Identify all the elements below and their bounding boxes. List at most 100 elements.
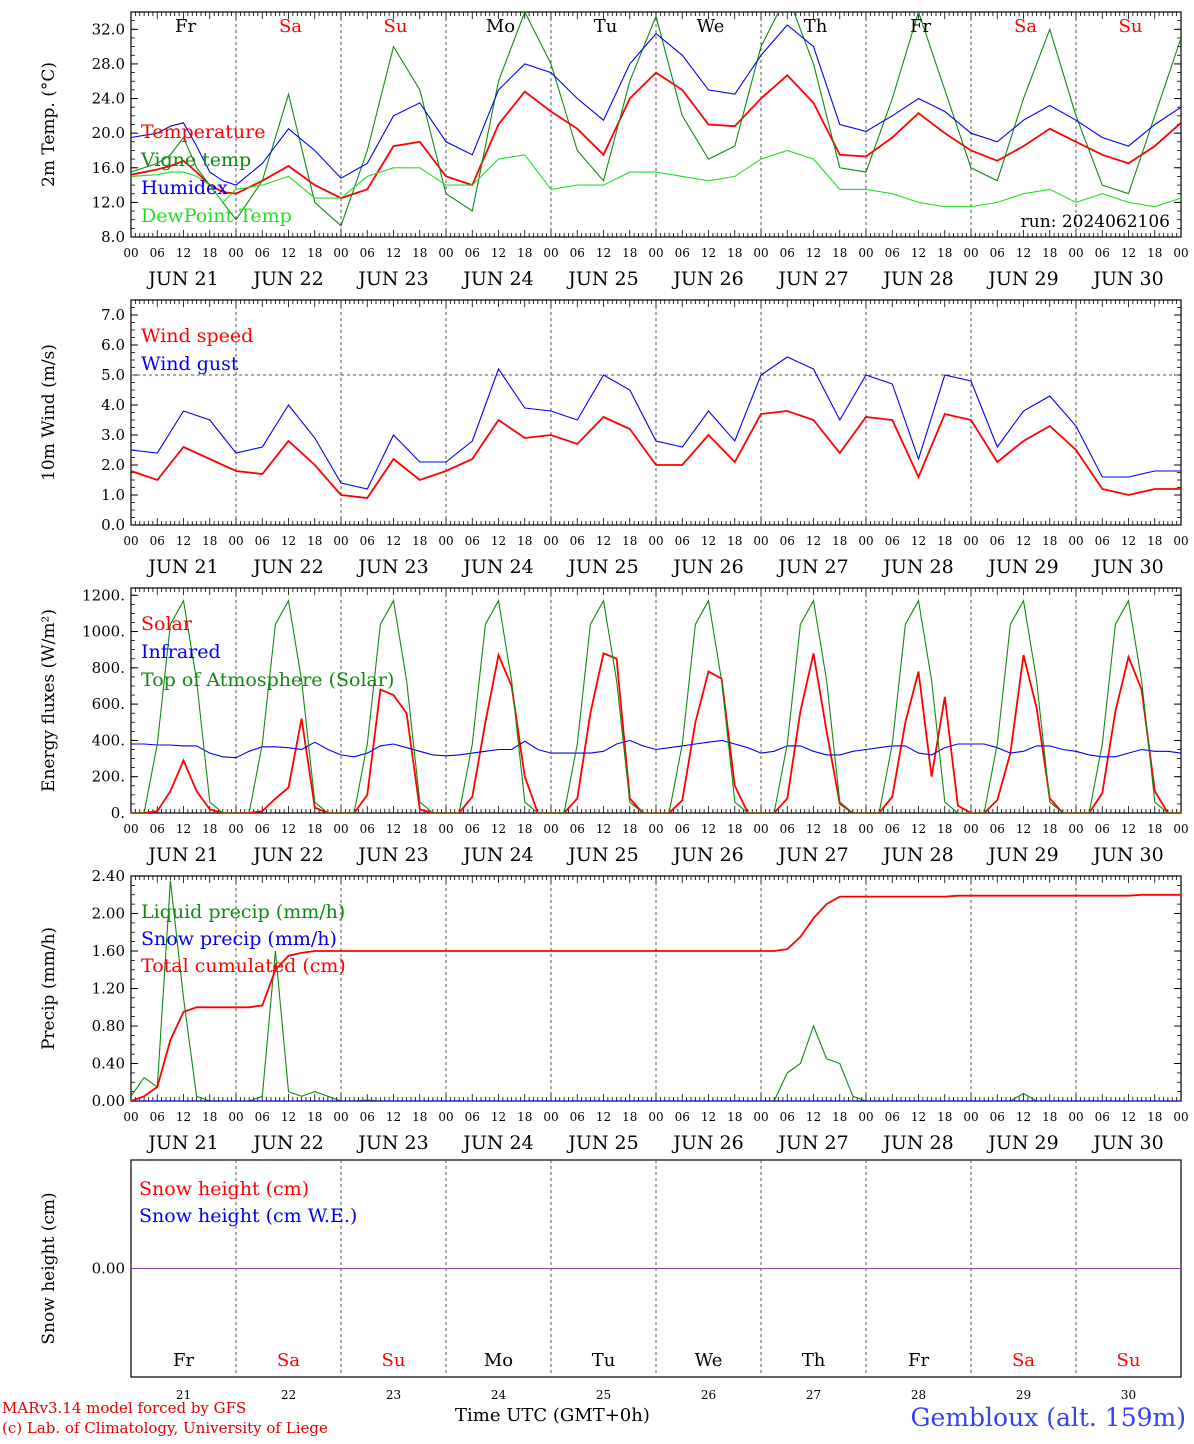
y-tick-label: 6.0	[101, 336, 125, 354]
series-line-2	[131, 24, 1181, 186]
run-annotation: run: 2024062106	[1021, 212, 1170, 232]
day-of-week-label: Sa	[1012, 1350, 1035, 1371]
day-of-week-label: Fr	[910, 16, 931, 37]
hour-tick-label: 18	[832, 246, 847, 260]
hour-tick-label: 18	[307, 1110, 322, 1124]
date-label: JUN 28	[881, 556, 953, 578]
date-label: JUN 22	[251, 1132, 323, 1154]
legend-entry: Wind speed	[141, 325, 253, 347]
hour-tick-label: 18	[937, 246, 952, 260]
hour-tick-label: 06	[360, 246, 375, 260]
date-label: JUN 28	[881, 844, 953, 866]
hour-tick-label: 12	[596, 1110, 611, 1124]
hour-tick-label: 00	[543, 822, 558, 836]
hour-tick-label: 18	[727, 246, 742, 260]
y-tick-label: 7.0	[101, 306, 125, 324]
hour-tick-label: 00	[1068, 246, 1083, 260]
hour-tick-label: 12	[806, 534, 821, 548]
y-tick-label: 800.	[92, 659, 125, 677]
date-label: JUN 24	[461, 268, 533, 290]
hour-tick-label: 12	[281, 534, 296, 548]
hour-tick-label: 18	[1147, 534, 1162, 548]
hour-tick-label: 12	[491, 822, 506, 836]
y-tick-label: 1.0	[101, 486, 125, 504]
hour-tick-label: 18	[727, 534, 742, 548]
hour-tick-label: 06	[255, 534, 270, 548]
hour-tick-label: 06	[255, 822, 270, 836]
hour-tick-label: 18	[517, 534, 532, 548]
hour-tick-label: 00	[1068, 534, 1083, 548]
date-label: JUN 26	[671, 268, 743, 290]
hour-tick-label: 00	[1173, 246, 1188, 260]
y-tick-label: 2.40	[92, 867, 125, 885]
hour-tick-label: 06	[465, 1110, 480, 1124]
panel-snow: 0.00 Snow height (cm) Snow height (cm) Snow…	[39, 1159, 1182, 1402]
hour-tick-label: 00	[858, 1110, 873, 1124]
day-number-label: 22	[281, 1388, 296, 1402]
y-tick-label: 1.20	[92, 980, 125, 998]
hour-tick-label: 00	[1173, 1110, 1188, 1124]
date-label: JUN 29	[986, 1132, 1058, 1154]
day-of-week-label: We	[697, 16, 725, 37]
date-label: JUN 22	[251, 268, 323, 290]
hour-tick-label: 06	[150, 534, 165, 548]
hour-tick-label: 12	[386, 822, 401, 836]
hour-tick-label: 00	[543, 534, 558, 548]
date-label: JUN 21	[146, 268, 218, 290]
day-number-label: 27	[806, 1388, 821, 1402]
hour-tick-label: 06	[990, 822, 1005, 836]
hour-tick-label: 12	[281, 822, 296, 836]
hour-tick-label: 00	[123, 534, 138, 548]
day-number-label: 23	[386, 1388, 401, 1402]
hour-tick-label: 18	[937, 822, 952, 836]
hour-tick-label: 12	[911, 246, 926, 260]
hour-tick-label: 12	[701, 822, 716, 836]
x-axis-title: Time UTC (GMT+0h)	[455, 1405, 650, 1426]
hour-tick-label: 18	[937, 534, 952, 548]
y-tick-label: 16.0	[92, 159, 125, 177]
hour-tick-label: 06	[885, 1110, 900, 1124]
panel-precip: 0.00 0.40 0.80 1.20 1.60 2.00 2.40 Precip (mm/h…	[39, 867, 1189, 1154]
series-line-0	[131, 880, 1181, 1101]
hour-tick-label: 06	[570, 534, 585, 548]
y-tick-label: 200.	[92, 768, 125, 786]
day-number-label: 24	[491, 1388, 507, 1402]
hour-tick-label: 06	[990, 1110, 1005, 1124]
legend-entry: Vigne temp	[140, 149, 251, 171]
hour-tick-label: 06	[675, 246, 690, 260]
hour-tick-label: 00	[858, 822, 873, 836]
hour-tick-label: 00	[648, 534, 663, 548]
hour-tick-label: 12	[701, 534, 716, 548]
hour-tick-label: 12	[806, 1110, 821, 1124]
hour-tick-label: 06	[780, 534, 795, 548]
y-tick-label: 0.80	[92, 1017, 125, 1035]
day-of-week-label: Su	[384, 16, 408, 37]
day-number-label: 28	[911, 1388, 926, 1402]
legend-entry: Humidex	[141, 177, 228, 199]
hour-tick-label: 06	[990, 534, 1005, 548]
hour-tick-label: 00	[333, 1110, 348, 1124]
hour-tick-label: 18	[307, 534, 322, 548]
hour-tick-label: 06	[675, 534, 690, 548]
y-tick-label: 2.00	[92, 905, 125, 923]
hour-tick-label: 00	[858, 246, 873, 260]
y-tick-label: 0.00	[92, 1092, 125, 1110]
legend-entry: Snow precip (mm/h)	[141, 928, 337, 950]
hour-tick-label: 18	[202, 1110, 217, 1124]
hour-tick-label: 12	[701, 1110, 716, 1124]
location-label: Gembloux (alt. 159m)	[910, 1403, 1186, 1432]
panel-wind: 0.0 1.0 2.0 3.0 4.0 5.0 6.0 7.0 10m Wind (m/s) Wi…	[39, 299, 1189, 578]
hour-tick-label: 06	[255, 1110, 270, 1124]
hour-tick-label: 00	[1068, 1110, 1083, 1124]
date-label: JUN 30	[1091, 268, 1163, 290]
date-label: JUN 26	[671, 1132, 743, 1154]
hour-tick-label: 18	[727, 822, 742, 836]
legend-entry: Total cumulated (cm)	[141, 955, 346, 977]
hour-tick-label: 06	[1095, 534, 1110, 548]
hour-tick-label: 12	[386, 534, 401, 548]
hour-tick-label: 00	[753, 822, 768, 836]
date-label: JUN 30	[1091, 1132, 1163, 1154]
day-of-week-label: Su	[382, 1350, 406, 1371]
hour-tick-label: 06	[570, 246, 585, 260]
